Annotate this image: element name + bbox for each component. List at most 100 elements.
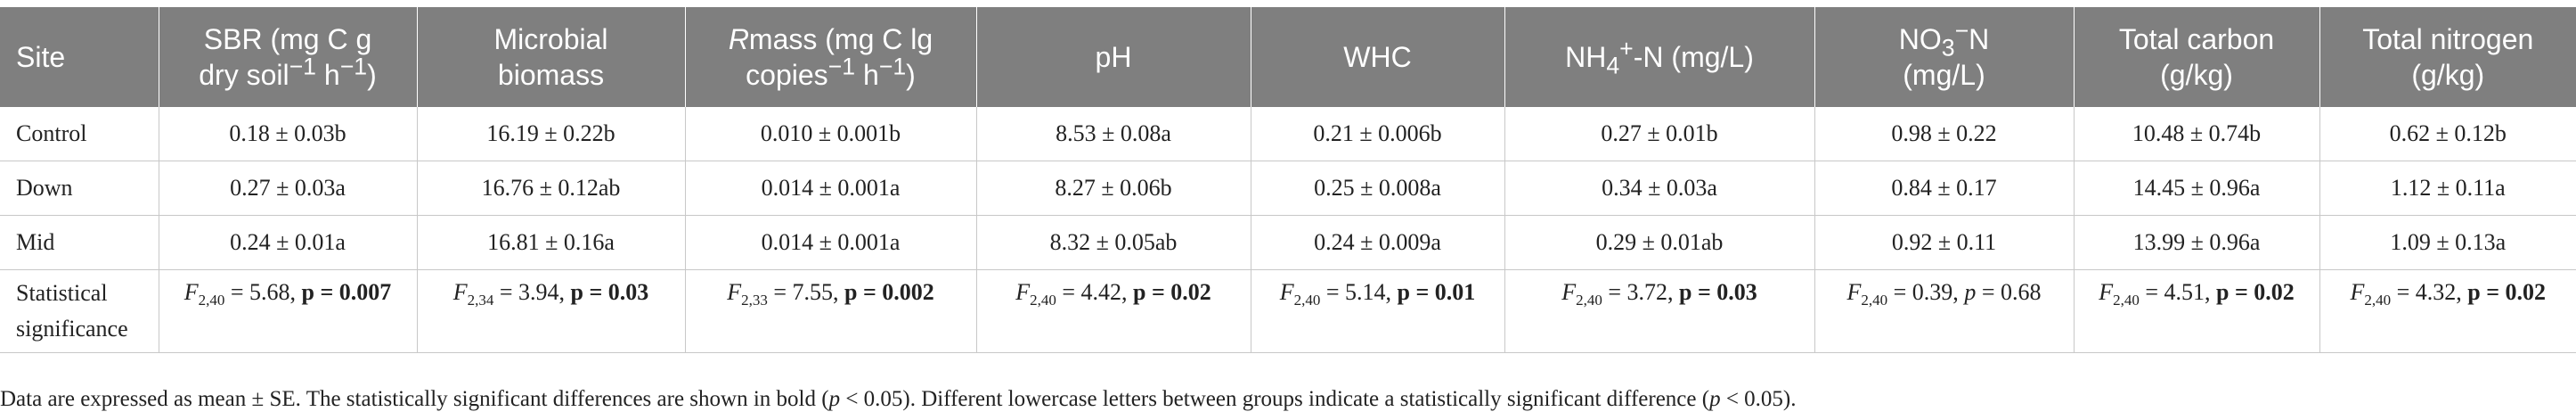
p-value-number: = 0.03: [1692, 279, 1757, 305]
cell-significance: F2,40 = 4.51, p = 0.02: [2074, 269, 2320, 353]
cell-total-carbon: 13.99 ± 0.96a: [2074, 215, 2320, 270]
f-value: = 0.39,: [1887, 279, 1965, 305]
cell-significance: F2,33 = 7.55, p = 0.002: [685, 269, 977, 353]
header-site: Site: [0, 7, 159, 107]
header-ph: pH: [976, 7, 1251, 107]
cell-site: Down: [0, 161, 159, 216]
p-symbol: p: [1679, 279, 1692, 305]
cell-microbial-biomass: 16.76 ± 0.12ab: [417, 161, 686, 216]
cell-sbr: 0.24 ± 0.01a: [159, 215, 418, 270]
p-value-number: = 0.007: [314, 279, 392, 305]
header-sbr: SBR (mg C g dry soil−1 h−1): [159, 7, 418, 107]
table-row: Down 0.27 ± 0.03a 16.76 ± 0.12ab 0.014 ±…: [0, 161, 2576, 216]
cell-significance: F2,40 = 3.72, p = 0.03: [1504, 269, 1815, 353]
cell-no3: 0.98 ± 0.22: [1814, 107, 2075, 161]
p-value-number: = 0.02: [2480, 279, 2547, 305]
cell-significance: F2,40 = 5.68, p = 0.007: [159, 269, 418, 353]
cell-site: Control: [0, 107, 159, 161]
f-value: = 7.55,: [767, 279, 844, 305]
f-value: = 5.14,: [1320, 279, 1398, 305]
cell-significance: F2,34 = 3.94, p = 0.03: [417, 269, 686, 353]
p-value-number: = 0.68: [1976, 279, 2042, 305]
f-statistic-symbol: F: [2099, 279, 2114, 305]
cell-whc: 0.21 ± 0.006b: [1251, 107, 1505, 161]
p-value-number: = 0.02: [2229, 279, 2295, 305]
cell-significance: F2,40 = 0.39, p = 0.68: [1814, 269, 2075, 353]
cell-total-carbon: 14.45 ± 0.96a: [2074, 161, 2320, 216]
f-value: = 4.42,: [1056, 279, 1133, 305]
p-symbol: p: [1133, 279, 1146, 305]
p-value: p = 0.03: [1679, 279, 1757, 305]
p-symbol: p: [301, 279, 314, 305]
f-value: = 5.68,: [224, 279, 302, 305]
cell-no3: 0.92 ± 0.11: [1814, 215, 2075, 270]
p-symbol: p: [2467, 279, 2481, 305]
p-value: p = 0.03: [571, 279, 649, 305]
p-value: p = 0.002: [844, 279, 934, 305]
f-statistic-symbol: F: [1846, 279, 1862, 305]
cell-total-nitrogen: 1.12 ± 0.11a: [2319, 161, 2576, 216]
cell-total-carbon: 10.48 ± 0.74b: [2074, 107, 2320, 161]
cell-microbial-biomass: 16.81 ± 0.16a: [417, 215, 686, 270]
table-container: Site SBR (mg C g dry soil−1 h−1) Microbi…: [0, 7, 2576, 353]
cell-site: Mid: [0, 215, 159, 270]
cell-significance: F2,40 = 4.32, p = 0.02: [2319, 269, 2576, 353]
f-statistic-symbol: F: [1015, 279, 1031, 305]
degrees-of-freedom: 2,40: [1030, 292, 1056, 309]
cell-significance-label: Statistical significance: [0, 269, 159, 353]
header-rmass: Rmass (mg C lg copies−1 h−1): [685, 7, 977, 107]
header-whc: WHC: [1251, 7, 1505, 107]
p-value-number: = 0.01: [1409, 279, 1476, 305]
f-value: = 4.32,: [2391, 279, 2468, 305]
cell-rmass: 0.014 ± 0.001a: [685, 215, 977, 270]
degrees-of-freedom: 2,40: [1293, 292, 1321, 309]
header-row: Site SBR (mg C g dry soil−1 h−1) Microbi…: [0, 7, 2576, 107]
f-statistic-symbol: F: [727, 279, 742, 305]
cell-nh4: 0.27 ± 0.01b: [1504, 107, 1815, 161]
cell-whc: 0.24 ± 0.009a: [1251, 215, 1505, 270]
p-symbol: p: [2216, 279, 2230, 305]
cell-nh4: 0.34 ± 0.03a: [1504, 161, 1815, 216]
p-symbol: p: [570, 279, 583, 305]
significance-row: Statistical significance F2,40 = 5.68, p …: [0, 269, 2576, 353]
header-microbial-biomass: Microbial biomass: [417, 7, 686, 107]
cell-rmass: 0.014 ± 0.001a: [685, 161, 977, 216]
cell-significance: F2,40 = 4.42, p = 0.02: [976, 269, 1251, 353]
header-total-carbon: Total carbon (g/kg): [2074, 7, 2320, 107]
p-value: p = 0.02: [1133, 279, 1211, 305]
p-value-number: = 0.02: [1145, 279, 1211, 305]
f-statistic-symbol: F: [1279, 279, 1294, 305]
degrees-of-freedom: 2,34: [467, 292, 494, 309]
p-symbol: p: [1964, 279, 1977, 305]
cell-nh4: 0.29 ± 0.01ab: [1504, 215, 1815, 270]
p-value: p = 0.02: [2467, 279, 2546, 305]
degrees-of-freedom: 2,40: [1861, 292, 1888, 309]
cell-no3: 0.84 ± 0.17: [1814, 161, 2075, 216]
f-statistic-symbol: F: [183, 279, 199, 305]
cell-ph: 8.27 ± 0.06b: [976, 161, 1251, 216]
f-statistic-symbol: F: [1561, 279, 1577, 305]
f-value: = 3.72,: [1602, 279, 1679, 305]
header-total-nitrogen: Total nitrogen (g/kg): [2319, 7, 2576, 107]
cell-ph: 8.32 ± 0.05ab: [976, 215, 1251, 270]
p-value: p = 0.007: [302, 279, 392, 305]
p-value: p = 0.02: [2216, 279, 2295, 305]
cell-sbr: 0.18 ± 0.03b: [159, 107, 418, 161]
cell-significance: F2,40 = 5.14, p = 0.01: [1251, 269, 1505, 353]
p-symbol: p: [1397, 279, 1410, 305]
cell-sbr: 0.27 ± 0.03a: [159, 161, 418, 216]
f-statistic-symbol: F: [452, 279, 468, 305]
cell-ph: 8.53 ± 0.08a: [976, 107, 1251, 161]
f-value: = 3.94,: [493, 279, 571, 305]
degrees-of-freedom: 2,40: [2364, 292, 2392, 309]
data-table: Site SBR (mg C g dry soil−1 h−1) Microbi…: [0, 7, 2576, 353]
f-value: = 4.51,: [2139, 279, 2216, 305]
degrees-of-freedom: 2,33: [741, 292, 768, 309]
cell-microbial-biomass: 16.19 ± 0.22b: [417, 107, 686, 161]
header-no3: NO3−N (mg/L): [1814, 7, 2075, 107]
cell-whc: 0.25 ± 0.008a: [1251, 161, 1505, 216]
cell-total-nitrogen: 1.09 ± 0.13a: [2319, 215, 2576, 270]
p-value: p = 0.68: [1964, 279, 2041, 305]
p-value: p = 0.01: [1398, 279, 1476, 305]
table-footnote: Data are expressed as mean ± SE. The sta…: [0, 387, 1797, 411]
